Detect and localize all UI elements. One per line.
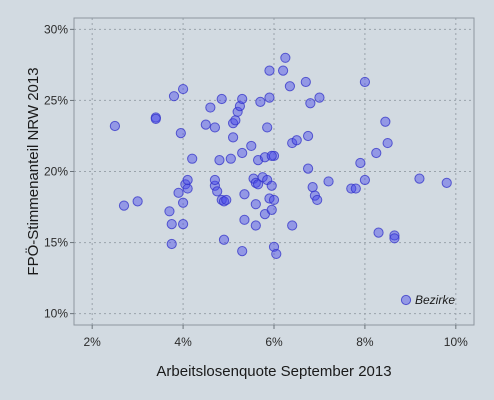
data-point	[302, 130, 314, 142]
data-point	[246, 140, 257, 152]
data-point	[168, 91, 180, 102]
data-point	[287, 220, 298, 231]
data-point	[216, 93, 227, 105]
data-point	[300, 76, 311, 88]
legend-marker	[400, 294, 412, 306]
data-point	[266, 204, 277, 215]
data-point	[187, 153, 198, 164]
data-point	[264, 65, 275, 76]
data-point	[205, 102, 216, 113]
y-tick-label: 30%	[44, 22, 68, 36]
x-tick-label: 2%	[84, 335, 102, 349]
y-tick-label: 15%	[44, 236, 68, 250]
x-axis-ticks: 2% 4% 6% 8% 10%	[84, 325, 468, 349]
data-point	[359, 76, 371, 88]
data-point	[268, 194, 280, 206]
data-point	[307, 182, 318, 193]
data-point	[150, 113, 161, 125]
x-tick-label: 10%	[444, 335, 468, 349]
data-point	[164, 206, 175, 217]
x-tick-label: 4%	[174, 335, 192, 349]
legend: Bezirke	[400, 293, 455, 307]
data-points	[109, 52, 452, 260]
data-point	[302, 163, 314, 174]
data-point	[380, 116, 391, 127]
data-point	[177, 218, 189, 230]
data-point	[237, 147, 248, 159]
legend-label: Bezirke	[415, 293, 455, 307]
data-point	[264, 92, 275, 103]
data-point	[323, 176, 334, 187]
y-tick-label: 25%	[44, 93, 68, 107]
data-point	[305, 98, 316, 109]
data-point	[291, 135, 302, 146]
data-point	[280, 52, 291, 63]
data-point	[314, 92, 325, 103]
data-point	[373, 227, 384, 238]
data-point	[209, 180, 221, 191]
data-point	[232, 106, 243, 117]
data-point	[239, 189, 250, 200]
data-point	[382, 137, 393, 149]
data-point	[177, 197, 189, 208]
data-point	[166, 238, 177, 250]
data-point	[166, 218, 177, 230]
data-point	[173, 187, 184, 198]
x-tick-label: 6%	[265, 335, 283, 349]
y-axis-title: FPÖ-Stimmenanteil NRW 2013	[24, 67, 42, 275]
data-point	[227, 132, 239, 143]
data-point	[262, 122, 273, 133]
x-axis-title: Arbeitslosenquote September 2013	[156, 363, 391, 380]
x-tick-label: 8%	[356, 335, 374, 349]
data-point	[414, 173, 425, 184]
data-point	[268, 150, 280, 161]
data-point	[277, 65, 289, 76]
grid-lines	[74, 18, 474, 325]
y-tick-label: 20%	[44, 165, 68, 179]
data-point	[209, 122, 221, 133]
data-point	[237, 245, 248, 257]
data-point	[230, 115, 241, 126]
data-point	[441, 177, 452, 188]
data-point	[118, 200, 130, 211]
data-point	[237, 93, 248, 105]
data-point	[209, 174, 221, 186]
data-point	[350, 183, 361, 194]
data-point	[255, 96, 266, 107]
data-point	[266, 180, 277, 191]
y-tick-label: 10%	[44, 307, 68, 321]
y-axis-ticks: 10% 15% 20% 25% 30%	[44, 22, 74, 321]
data-point	[175, 128, 186, 139]
data-point	[212, 186, 223, 197]
data-point	[182, 183, 193, 194]
data-point	[225, 153, 236, 164]
data-point	[284, 81, 296, 92]
data-point	[359, 174, 371, 186]
data-point	[266, 150, 277, 161]
data-point	[177, 83, 189, 95]
data-point	[355, 157, 366, 169]
data-point	[109, 120, 121, 132]
data-point	[250, 220, 261, 231]
data-point	[389, 233, 400, 244]
data-point	[252, 179, 264, 190]
data-point	[389, 230, 400, 241]
data-point	[250, 199, 261, 210]
data-point	[200, 119, 211, 130]
data-point	[182, 174, 193, 186]
data-point	[271, 248, 282, 260]
data-point	[132, 196, 143, 207]
data-point	[239, 214, 250, 225]
data-point	[214, 155, 225, 166]
data-point	[371, 147, 382, 159]
data-point	[312, 194, 323, 206]
data-point	[218, 234, 230, 245]
data-point	[221, 194, 232, 206]
